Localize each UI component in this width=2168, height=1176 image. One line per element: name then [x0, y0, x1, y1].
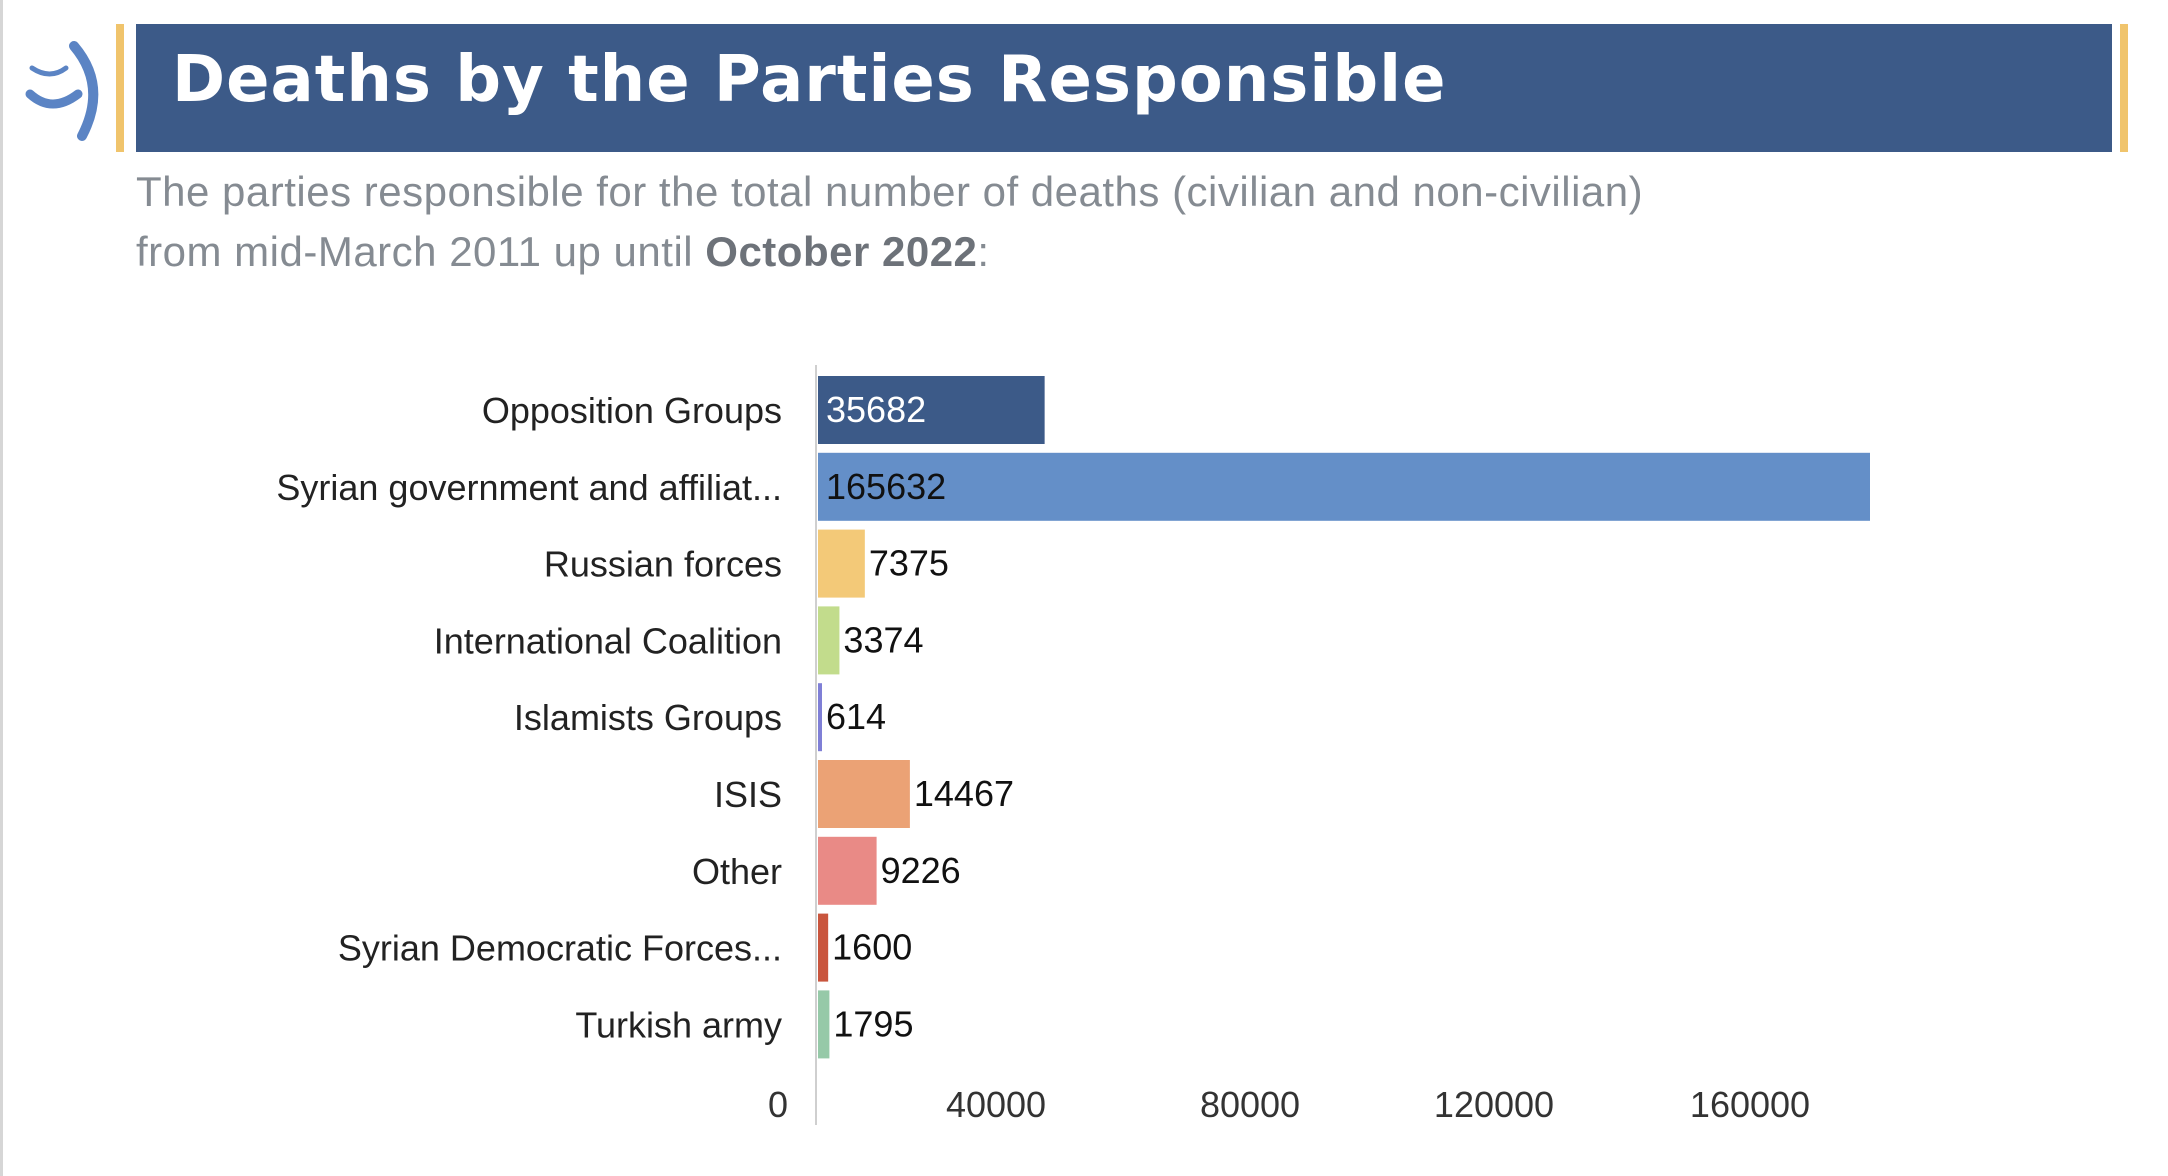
subtitle-date: October 2022 [705, 228, 978, 275]
accent-bar-right [2120, 24, 2128, 152]
subtitle-line-1: The parties responsible for the total nu… [136, 168, 1644, 215]
bar [818, 683, 822, 752]
x-tick-label: 120000 [1434, 1084, 1554, 1125]
category-label: Islamists Groups [514, 697, 782, 738]
value-label: 14467 [914, 773, 1014, 814]
category-label: Syrian government and affiliat... [276, 467, 782, 508]
category-label: Opposition Groups [482, 390, 782, 431]
value-label: 614 [826, 696, 886, 737]
value-label: 7375 [869, 543, 949, 584]
bar [818, 606, 840, 675]
bar [818, 990, 830, 1059]
x-tick-label: 0 [768, 1084, 788, 1125]
category-label: International Coalition [434, 620, 782, 661]
value-label: 1795 [833, 1003, 913, 1044]
bar [818, 913, 829, 982]
x-tick-label: 160000 [1690, 1084, 1810, 1125]
left-border [0, 0, 3, 1176]
x-tick-label: 80000 [1200, 1084, 1300, 1125]
category-label: Syrian Democratic Forces... [338, 928, 782, 969]
subtitle-line-2-suffix: : [977, 228, 990, 275]
bar [818, 529, 865, 598]
chart-subtitle: The parties responsible for the total nu… [136, 162, 2036, 282]
title-band: Deaths by the Parties Responsible [136, 24, 2112, 152]
category-label: Turkish army [575, 1004, 782, 1045]
value-label: 9226 [881, 850, 961, 891]
subtitle-line-2-prefix: from mid-March 2011 up until [136, 228, 706, 275]
subtitle-line-2: from mid-March 2011 up until October 202… [136, 222, 2036, 282]
page-title: Deaths by the Parties Responsible [172, 43, 1447, 117]
bar [818, 452, 1870, 521]
bar [818, 376, 1045, 444]
accent-bar-left [116, 24, 124, 152]
category-label: Russian forces [544, 544, 782, 585]
value-label: 3374 [843, 619, 923, 660]
category-label: Other [692, 851, 782, 892]
crescent-logo-icon [25, 41, 99, 141]
bar [818, 836, 877, 905]
bar [818, 760, 910, 828]
category-label: ISIS [714, 774, 782, 815]
value-label: 1600 [832, 927, 912, 968]
value-label: 35682 [826, 389, 926, 430]
x-tick-label: 40000 [946, 1084, 1046, 1125]
value-label: 165632 [826, 466, 946, 507]
